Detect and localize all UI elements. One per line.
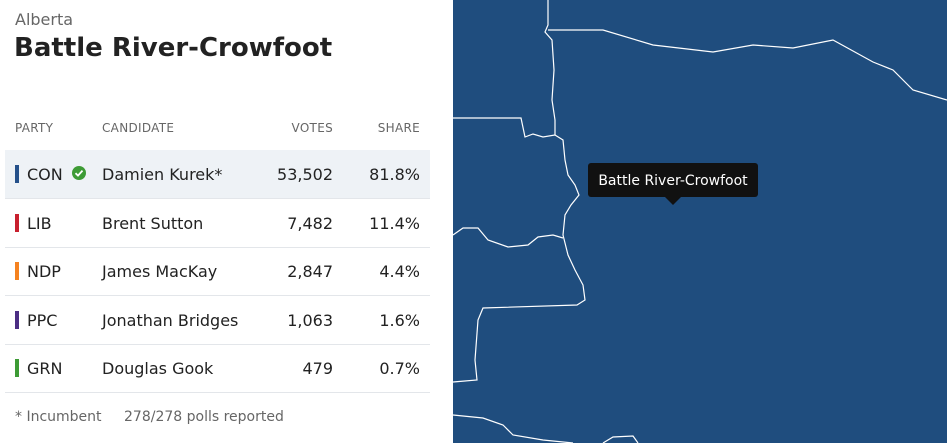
- result-row: PPC Jonathan Bridges 1,063 1.6%: [5, 296, 430, 345]
- party: PPC: [27, 310, 58, 330]
- polls-reported: 278/278 polls reported: [124, 409, 284, 425]
- riding-title: Battle River-Crowfoot: [14, 33, 333, 63]
- incumbent-note: * Incumbent: [15, 409, 102, 425]
- party-color: [15, 213, 19, 232]
- party-color: [15, 262, 19, 280]
- party: CON: [27, 165, 63, 184]
- result-row: GRN Douglas Gook 479 0.7%: [5, 344, 430, 393]
- party: NDP: [27, 262, 61, 281]
- share: 81.8%: [369, 165, 420, 184]
- candidate: Damien Kurek*: [102, 165, 223, 184]
- party-color: [15, 359, 19, 377]
- border: [453, 134, 586, 383]
- votes: 53,502: [277, 165, 333, 184]
- column-header: VOTES: [291, 121, 333, 135]
- tooltip-arrow: [665, 197, 681, 205]
- votes: 2,847: [287, 262, 333, 281]
- candidate: Douglas Gook: [102, 359, 214, 378]
- votes: 479: [302, 359, 333, 378]
- check-circle: [72, 166, 86, 180]
- share: 11.4%: [369, 213, 420, 233]
- party: LIB: [27, 213, 52, 233]
- riding-borders: [453, 0, 947, 443]
- votes: 1,063: [287, 310, 333, 330]
- column-header: SHARE: [377, 121, 420, 135]
- border: [602, 435, 639, 443]
- party: GRN: [27, 359, 63, 378]
- candidate: James MacKay: [102, 262, 218, 281]
- result-row: LIB Brent Sutton 7,482 11.4%: [5, 199, 430, 248]
- border: [453, 414, 574, 443]
- candidate: Jonathan Bridges: [102, 310, 239, 330]
- column-header: PARTY: [15, 121, 54, 135]
- map-background: [453, 0, 947, 443]
- candidate: Brent Sutton: [102, 213, 204, 233]
- tooltip-text: Battle River-Crowfoot: [598, 173, 748, 189]
- border: [453, 227, 564, 248]
- check-mark: [74, 169, 84, 177]
- result-row: NDP James MacKay 2,847 4.4%: [5, 247, 430, 296]
- results-panel: Alberta Battle River-Crowfoot PARTY CAND…: [0, 0, 453, 443]
- tooltip: Battle River-Crowfoot: [588, 163, 758, 205]
- result-row: CON Damien Kurek* 53,502 81.8%: [5, 150, 430, 199]
- party-color: [15, 310, 19, 329]
- map: Battle River-Crowfoot: [453, 0, 947, 443]
- party-color: [15, 165, 19, 183]
- share: 4.4%: [379, 262, 420, 281]
- province: Alberta: [15, 10, 74, 29]
- column-header: CANDIDATE: [102, 121, 175, 135]
- tooltip-box: [588, 163, 758, 197]
- border: [453, 0, 556, 138]
- votes: 7,482: [287, 213, 333, 233]
- share: 0.7%: [379, 359, 420, 378]
- share: 1.6%: [379, 310, 420, 330]
- winner-check: [72, 166, 86, 180]
- border: [548, 29, 947, 101]
